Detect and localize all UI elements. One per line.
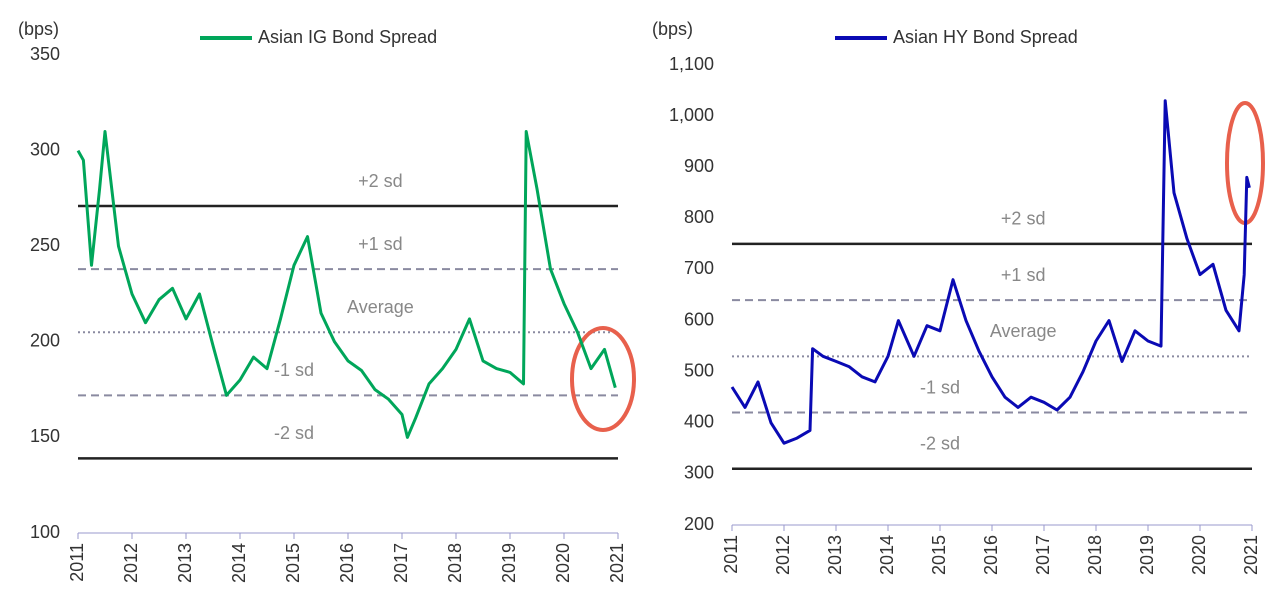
legend-label: Asian HY Bond Spread: [893, 27, 1078, 47]
y-tick-label: 300: [684, 463, 714, 483]
x-tick-label: 2017: [1033, 535, 1053, 575]
x-tick-label: 2021: [1241, 535, 1261, 575]
y-tick-label: 100: [30, 522, 60, 542]
reference-label: Average: [347, 297, 414, 317]
x-tick-label: 2011: [721, 535, 741, 574]
reference-label: -2 sd: [920, 434, 960, 454]
reference-label: -1 sd: [274, 360, 314, 380]
data-line: [76, 130, 617, 439]
legend-label: Asian IG Bond Spread: [258, 27, 437, 47]
x-tick-label: 2019: [499, 543, 519, 583]
x-tick-label: 2016: [981, 535, 1001, 575]
x-tick-label: 2012: [773, 535, 793, 575]
y-tick-label: 700: [684, 258, 714, 278]
reference-label: +2 sd: [358, 171, 403, 191]
reference-label: -1 sd: [920, 377, 960, 397]
x-tick-label: 2017: [391, 543, 411, 583]
x-tick-label: 2013: [175, 543, 195, 583]
x-tick-label: 2020: [553, 543, 573, 583]
x-tick-label: 2020: [1189, 535, 1209, 575]
x-tick-label: 2014: [229, 543, 249, 583]
reference-label: +2 sd: [1001, 209, 1046, 229]
x-tick-label: 2015: [283, 543, 303, 583]
x-tick-label: 2014: [877, 535, 897, 575]
y-tick-label: 1,000: [669, 105, 714, 125]
x-tick-label: 2015: [929, 535, 949, 575]
y-tick-label: 400: [684, 412, 714, 432]
y-tick-label: 1,100: [669, 54, 714, 74]
y-tick-label: 500: [684, 360, 714, 380]
y-tick-label: 800: [684, 207, 714, 227]
x-tick-label: 2016: [337, 543, 357, 583]
x-tick-label: 2012: [121, 543, 141, 583]
y-tick-label: 150: [30, 426, 60, 446]
x-tick-label: 2018: [445, 543, 465, 583]
y-tick-label: 600: [684, 309, 714, 329]
y-tick-label: 300: [30, 139, 60, 159]
x-tick-label: 2011: [67, 543, 87, 582]
x-tick-label: 2021: [607, 543, 627, 583]
reference-label: -2 sd: [274, 423, 314, 443]
x-tick-label: 2018: [1085, 535, 1105, 575]
reference-label: +1 sd: [1001, 265, 1046, 285]
y-tick-label: 200: [30, 331, 60, 351]
x-tick-label: 2019: [1137, 535, 1157, 575]
reference-label: Average: [990, 321, 1057, 341]
y-unit-label: (bps): [652, 19, 693, 39]
y-tick-label: 350: [30, 44, 60, 64]
data-line: [730, 99, 1251, 445]
y-unit-label: (bps): [18, 19, 59, 39]
x-tick-label: 2013: [825, 535, 845, 575]
highlight-circle: [570, 326, 636, 432]
reference-label: +1 sd: [358, 234, 403, 254]
y-tick-label: 900: [684, 156, 714, 176]
y-tick-label: 200: [684, 514, 714, 534]
y-tick-label: 250: [30, 235, 60, 255]
